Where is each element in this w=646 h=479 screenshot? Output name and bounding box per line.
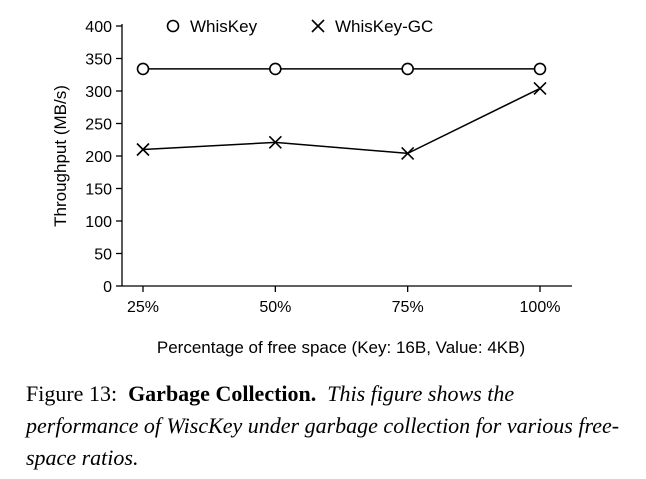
y-tick-label: 0 (103, 279, 112, 296)
caption-text: This figure shows the performance of Wis… (26, 381, 620, 470)
data-point (136, 142, 150, 157)
y-tick-label: 200 (85, 149, 112, 166)
data-point (136, 62, 150, 76)
caption-title: Garbage Collection. (128, 381, 317, 406)
legend-label-whiskey-gc: WhisKey-GC (335, 17, 433, 36)
marker-x-stroke (311, 19, 325, 33)
marker-x-stroke (533, 81, 547, 95)
y-tick-label: 50 (94, 247, 112, 264)
series-line (142, 87, 541, 155)
x-tick-label: 100% (520, 299, 561, 316)
marker-x-stroke (136, 142, 150, 157)
y-tick-label: 350 (85, 52, 112, 69)
series-whiskey-gc (136, 81, 547, 160)
x-tick-label: 25% (127, 299, 159, 316)
figure-caption: Figure 13: Garbage Collection. This figu… (26, 378, 626, 474)
data-point (533, 81, 547, 95)
legend-label-whiskey: WhisKey (190, 17, 258, 36)
y-tick-label: 100 (85, 214, 112, 231)
legend-marker-whiskey-gc (311, 19, 325, 33)
y-tick-label: 150 (85, 182, 112, 199)
x-axis-label: Percentage of free space (Key: 16B, Valu… (157, 338, 525, 357)
data-point (268, 135, 282, 149)
legend-marker-whiskey (166, 19, 180, 33)
x-tick-label: 50% (259, 299, 291, 316)
data-point (401, 62, 414, 76)
chart-axes: 0 50 100 150 200 250 300 350 400 25% 50% 75% 100% (85, 19, 572, 316)
data-point (269, 62, 282, 76)
series-whiskey (136, 62, 547, 76)
chart-legend: WhisKey WhisKey-GC (166, 17, 433, 36)
y-tick-label: 300 (85, 84, 112, 101)
figure-number: Figure 13: (26, 381, 118, 406)
y-tick-label: 250 (85, 117, 112, 134)
marker-x-stroke (401, 146, 415, 160)
chart-series (136, 62, 547, 160)
data-point (401, 146, 415, 160)
line-chart: 0 50 100 150 200 250 300 350 400 25% 50% 75% 100% Wh… (51, 17, 572, 357)
data-point (533, 62, 547, 76)
x-tick-label: 75% (392, 299, 424, 316)
y-tick-label: 400 (85, 19, 112, 36)
marker-x-stroke (268, 135, 282, 149)
y-axis-label: Throughput (MB/s) (51, 85, 70, 227)
